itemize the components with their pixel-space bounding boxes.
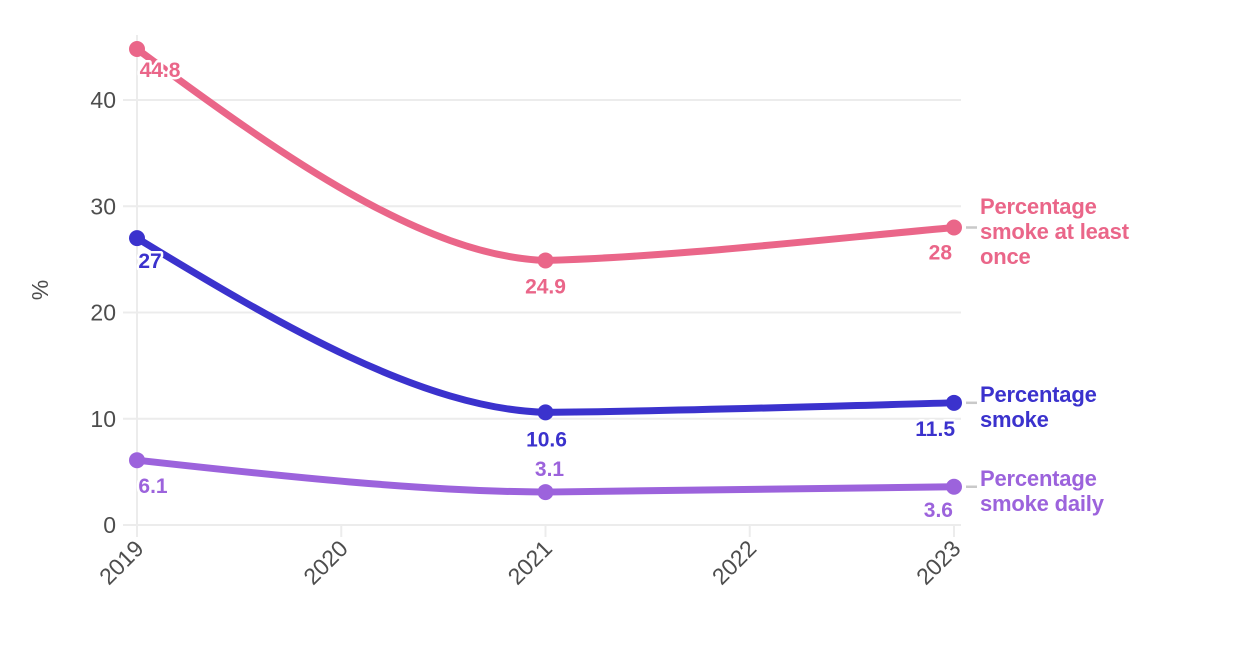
data-label-percentage-smoke: 10.6 [526, 428, 567, 451]
legend-line: Percentage [980, 466, 1097, 491]
data-point-percentage-smoke-at-least-once [129, 41, 145, 57]
data-point-percentage-smoke-daily [129, 452, 145, 469]
data-point-percentage-smoke-at-least-once [537, 252, 554, 269]
legend-line: once [980, 244, 1031, 269]
series-line-percentage-smoke-at-least-once [133, 45, 958, 264]
legend-smoke: Percentage smoke [980, 382, 1180, 432]
legend-line: Percentage [980, 382, 1097, 407]
y-tick-label: 30 [90, 193, 116, 219]
legend-line: Percentage [980, 194, 1097, 219]
y-axis-title: % [27, 280, 53, 300]
legend-line: smoke [980, 407, 1049, 432]
data-label-percentage-smoke-daily: 3.1 [535, 458, 565, 481]
legend-line: smoke at least [980, 219, 1129, 244]
data-point-percentage-smoke-daily [946, 478, 962, 495]
data-label-percentage-smoke-at-least-once: 24.9 [525, 275, 566, 298]
x-tick-label: 2019 [94, 535, 149, 590]
data-label-percentage-smoke-daily: 3.6 [924, 499, 953, 522]
x-tick-label: 2022 [707, 535, 762, 590]
y-tick-label: 10 [90, 406, 116, 432]
data-label-percentage-smoke-at-least-once: 28 [929, 242, 953, 265]
data-label-percentage-smoke: 27 [138, 250, 161, 273]
x-tick-label: 2020 [298, 535, 353, 590]
y-tick-label: 20 [90, 300, 116, 326]
data-point-percentage-smoke [129, 230, 145, 247]
legend-smoke-daily: Percentage smoke daily [980, 466, 1180, 516]
data-point-percentage-smoke-daily [537, 484, 554, 501]
y-tick-label: 0 [103, 512, 116, 538]
legend-line: smoke daily [980, 491, 1104, 516]
data-point-percentage-smoke [946, 394, 962, 411]
data-label-percentage-smoke-at-least-once: 44.8 [140, 59, 181, 82]
x-tick-label: 2023 [911, 535, 966, 590]
x-tick-label: 2021 [502, 535, 557, 590]
legend-smoke-at-least-once: Percentage smoke at least once [980, 194, 1180, 269]
data-label-percentage-smoke-daily: 6.1 [138, 475, 168, 498]
data-point-percentage-smoke-at-least-once [946, 219, 962, 236]
data-label-percentage-smoke: 11.5 [915, 418, 955, 441]
y-tick-label: 40 [90, 87, 116, 113]
data-point-percentage-smoke [537, 404, 554, 421]
